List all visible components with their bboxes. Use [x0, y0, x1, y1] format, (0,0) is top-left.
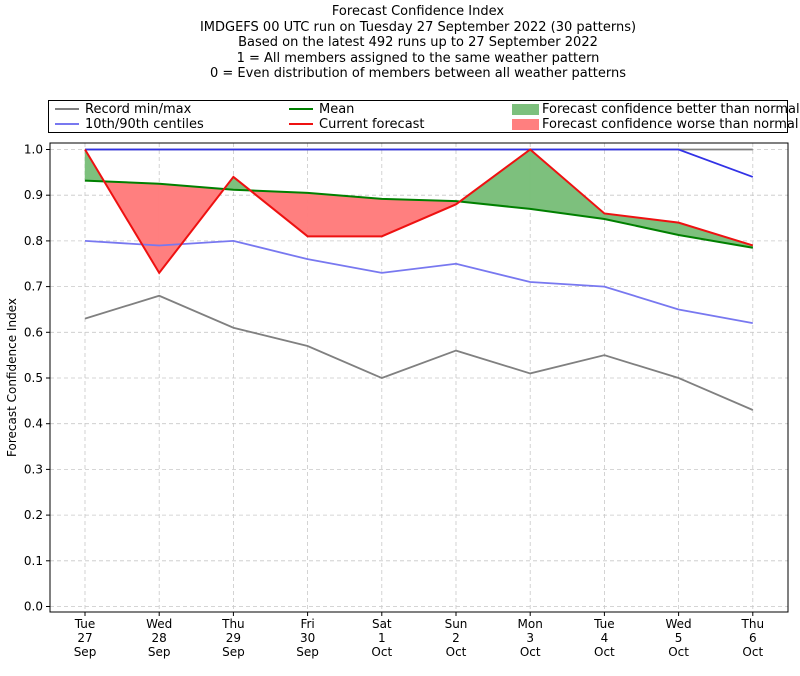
y-tick-label: 0.2	[24, 508, 43, 522]
chart-subtitle-zero: 0 = Even distribution of members between…	[209, 66, 627, 82]
x-tick-label: Tue 4 Oct	[593, 617, 615, 659]
x-tick-label-line: 28	[152, 631, 167, 645]
x-tick-label-line: Sun	[445, 617, 468, 631]
x-tick-label-line: Oct	[594, 645, 615, 659]
x-tick-label-line: Wed	[146, 617, 172, 631]
x-tick-label-line: 4	[601, 631, 609, 645]
x-tick-label-line: 5	[675, 631, 683, 645]
legend-patch-worse	[512, 119, 539, 130]
chart-legend: Record min/max 10th/90th centiles Mean C…	[48, 100, 800, 133]
series-10th-centile	[84, 239, 753, 325]
legend-swatch-current	[289, 123, 313, 125]
y-tick-label: 0.1	[24, 554, 43, 568]
x-tick-label-line: 1	[378, 631, 386, 645]
x-tick-label: Wed 28 Sep	[146, 617, 172, 659]
x-tick-label-line: 3	[526, 631, 534, 645]
x-tick-label-line: Tue	[74, 617, 96, 631]
x-tick-label-line: 6	[749, 631, 757, 645]
confidence-fill-layer	[84, 148, 754, 274]
x-tick-label: Sat 1 Oct	[371, 617, 392, 659]
y-tick-label: 0.5	[24, 371, 43, 385]
x-tick-label-line: Wed	[666, 617, 692, 631]
series-mean	[84, 179, 753, 249]
x-tick-label-line: Mon	[518, 617, 543, 631]
x-tick-label-line: Fri	[300, 617, 314, 631]
legend-label-record: Record min/max	[85, 102, 192, 117]
series-current-forecast	[84, 148, 754, 275]
y-tick-label: 0.0	[24, 600, 43, 614]
x-tick-label-line: Sat	[372, 617, 392, 631]
x-tick-label-line: Tue	[593, 617, 615, 631]
x-tick-label-line: 29	[226, 631, 241, 645]
chart-title-block: Forecast Confidence Index IMDGEFS 00 UTC…	[0, 4, 800, 82]
x-tick-label-line: 27	[77, 631, 92, 645]
x-tick-label: Fri 30 Sep	[296, 617, 319, 659]
x-tick-label: Wed 5 Oct	[666, 617, 692, 659]
x-tick-label-line: Oct	[742, 645, 763, 659]
y-tick-label: 0.7	[24, 280, 43, 294]
y-tick-label: 1.0	[24, 143, 43, 157]
x-tick-label-line: Oct	[446, 645, 467, 659]
x-tick-label: Thu 6 Oct	[741, 617, 765, 659]
x-tick-label-line: Thu	[741, 617, 765, 631]
chart-title: Forecast Confidence Index	[331, 4, 505, 19]
x-tick-label-line: Thu	[221, 617, 245, 631]
x-tick-label-line: Oct	[371, 645, 392, 659]
x-tick-label-line: Sep	[74, 645, 97, 659]
y-tick-label: 0.8	[24, 234, 43, 248]
legend-swatch-centiles	[55, 123, 79, 125]
chart-subtitle-runs: Based on the latest 492 runs up to 27 Se…	[238, 35, 598, 51]
x-tick-label-line: 2	[452, 631, 460, 645]
fill-worse-than-normal	[307, 192, 383, 237]
legend-label-centiles: 10th/90th centiles	[85, 117, 204, 132]
x-tick-label: Thu 29 Sep	[221, 617, 245, 659]
y-tick-label: 0.6	[24, 325, 43, 339]
legend-patch-better	[512, 104, 539, 115]
legend-label-better: Forecast confidence better than normal	[542, 102, 800, 117]
chart-subtitle-one: 1 = All members assigned to the same wea…	[236, 50, 600, 66]
x-tick-label-line: Sep	[148, 645, 171, 659]
legend-label-worse: Forecast confidence worse than normal	[542, 117, 799, 132]
legend-label-mean: Mean	[319, 102, 355, 117]
series-90th-centile	[85, 148, 754, 178]
y-axis-label: Forecast Confidence Index	[5, 298, 19, 457]
y-tick-label: 0.4	[24, 417, 43, 431]
x-tick-label-line: 30	[300, 631, 315, 645]
x-tick-label: Sun 2 Oct	[445, 617, 468, 659]
series-record-min	[84, 294, 754, 411]
series-layer	[84, 148, 754, 411]
x-tick-label-line: Oct	[520, 645, 541, 659]
legend-label-current: Current forecast	[319, 117, 425, 132]
x-tick-label-line: Oct	[668, 645, 689, 659]
y-tick-label: 0.3	[24, 462, 43, 476]
x-tick-label-line: Sep	[222, 645, 245, 659]
legend-swatch-mean	[289, 108, 313, 110]
chart-subtitle-run: IMDGEFS 00 UTC run on Tuesday 27 Septemb…	[199, 19, 637, 35]
x-tick-label-line: Sep	[296, 645, 319, 659]
y-tick-label: 0.9	[24, 188, 43, 202]
legend-swatch-record	[55, 108, 79, 110]
x-tick-label: Mon 3 Oct	[518, 617, 543, 659]
x-tick-label: Tue 27 Sep	[74, 617, 97, 659]
